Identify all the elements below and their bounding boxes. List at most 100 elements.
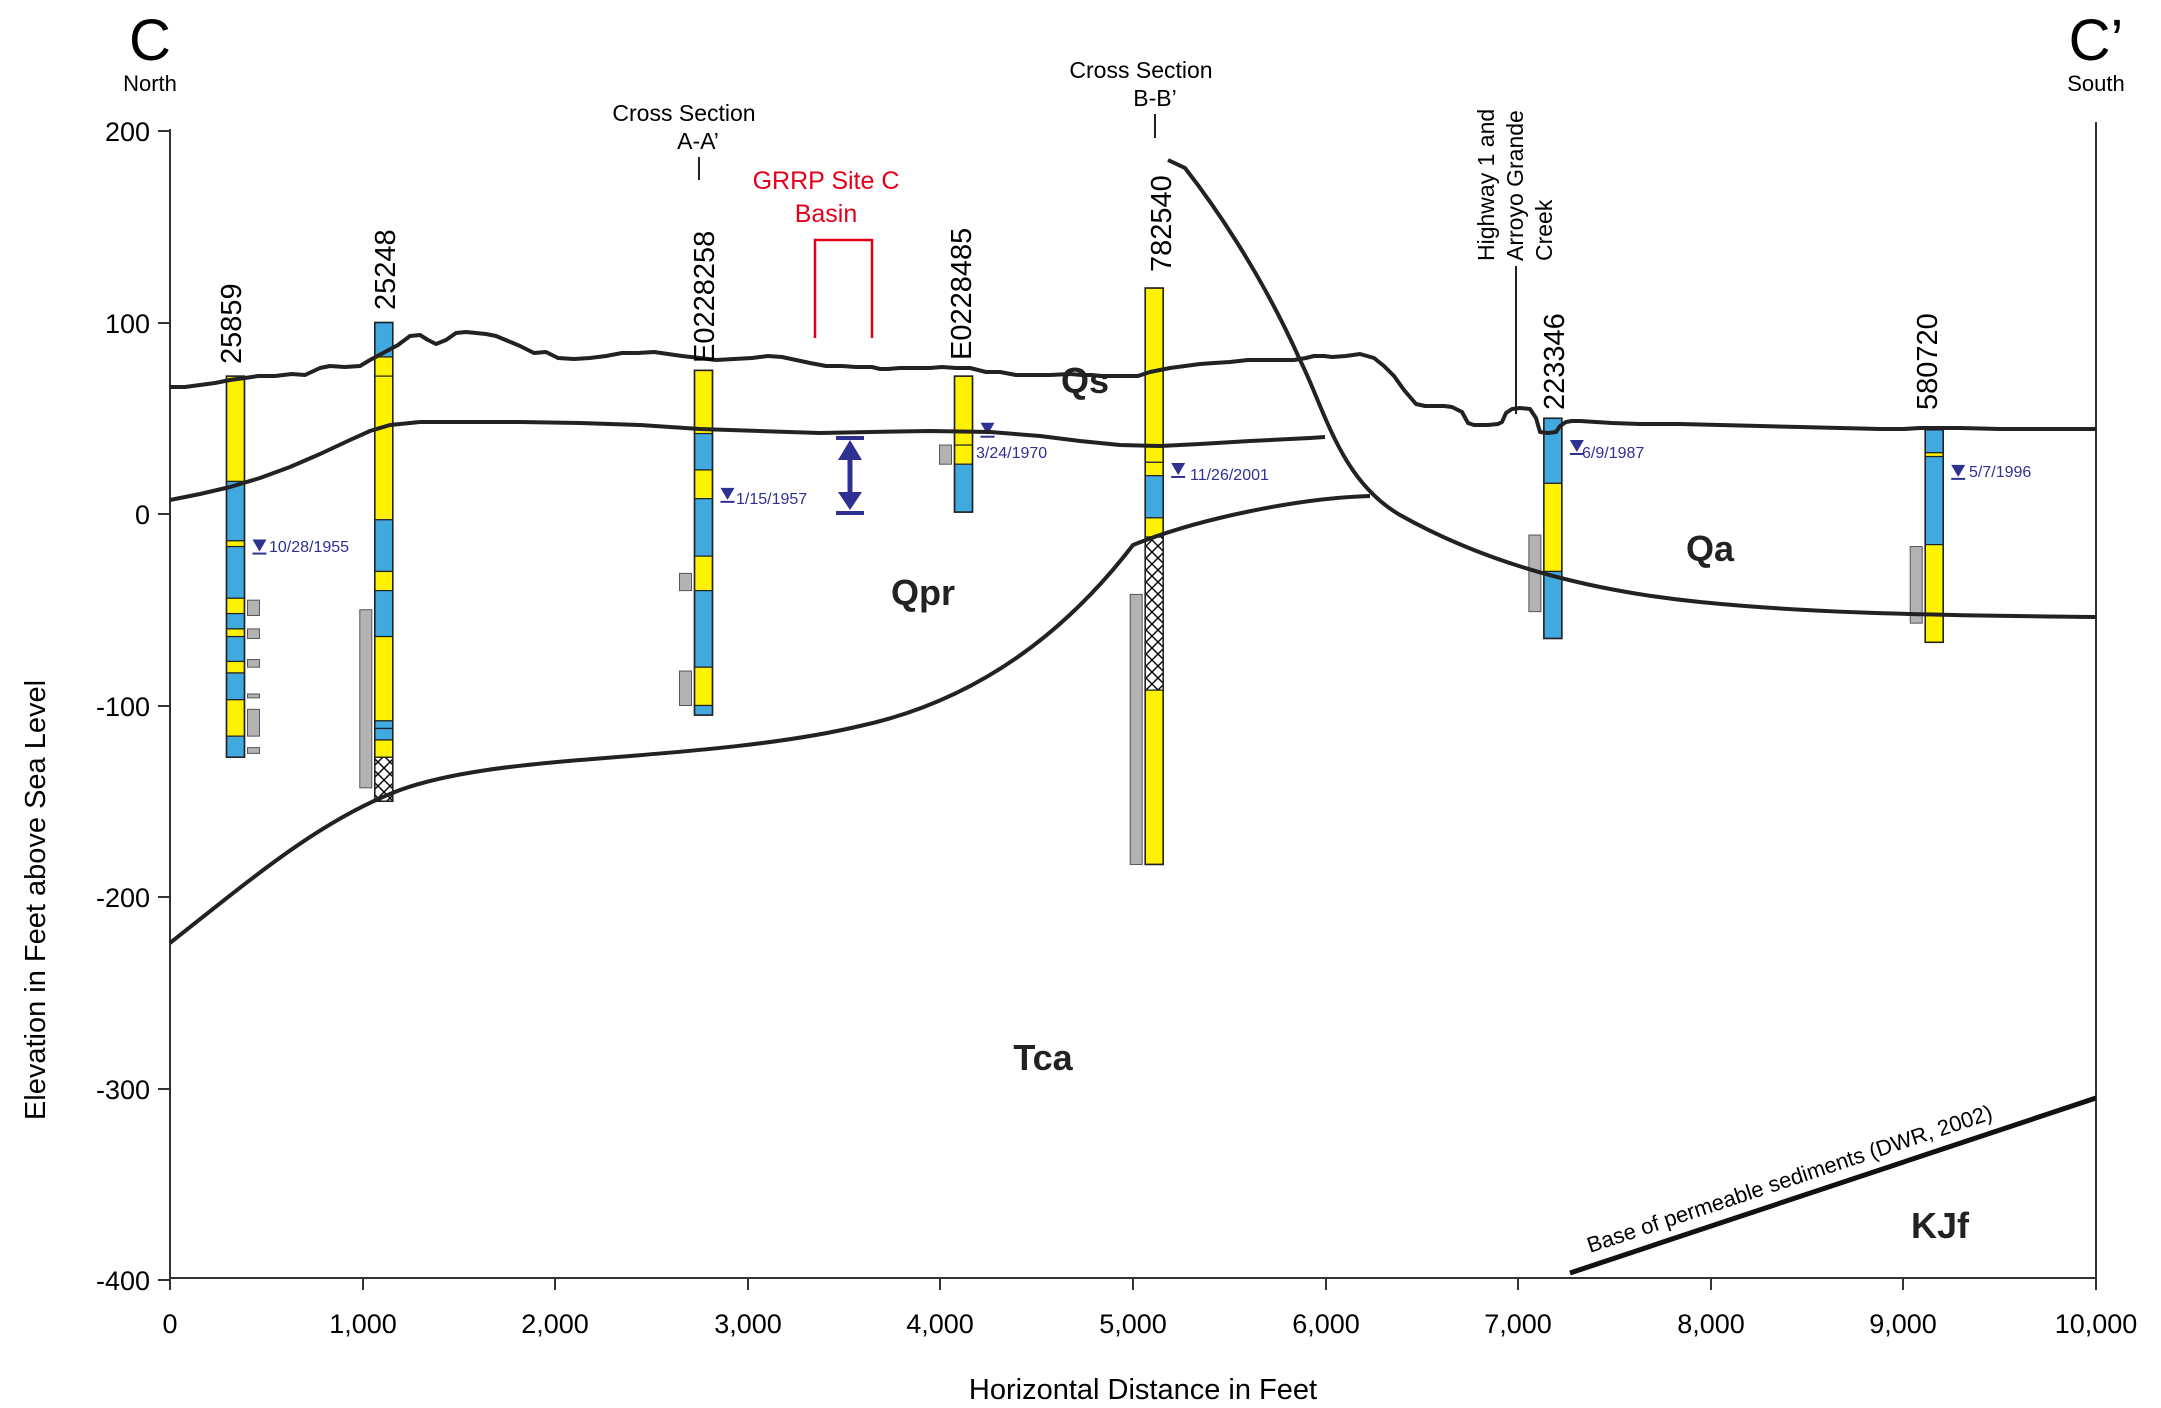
- well-casing: [1144, 287, 1164, 866]
- sand-interval: [374, 356, 394, 377]
- clay-interval: [1924, 429, 1944, 454]
- y-tick-label: 0: [135, 500, 150, 530]
- sand-interval: [374, 570, 394, 592]
- x-tick-label: 10,000: [2055, 1309, 2138, 1339]
- x-tick-label: 1,000: [329, 1309, 397, 1339]
- well-logs: [225, 287, 1966, 866]
- water-level-marker: [252, 539, 267, 552]
- sand-interval: [1144, 461, 1164, 477]
- well-screen: [246, 659, 260, 668]
- water-level-date: 11/26/2001: [1190, 467, 1269, 484]
- cross-section-bb-line1: Cross Section: [1069, 57, 1212, 83]
- well-screen: [246, 708, 260, 737]
- x-tick-label: 0: [162, 1309, 177, 1339]
- y-tick-label: 200: [105, 117, 150, 147]
- left-end-label: C: [129, 8, 171, 73]
- sand-interval: [953, 375, 974, 446]
- clay-interval: [374, 727, 394, 741]
- tca-top-contact: [168, 494, 1371, 945]
- sand-interval: [693, 469, 714, 500]
- water-level-date: 5/7/1996: [1969, 464, 2031, 481]
- left-direction-label: North: [123, 71, 177, 96]
- well-id-label: E0228258: [689, 231, 721, 363]
- clay-interval: [225, 480, 246, 542]
- unit-label-qs: Qs: [1061, 360, 1109, 401]
- basin-bracket: [813, 238, 874, 338]
- highway-label-line1: Highway 1 and: [1473, 109, 1499, 261]
- sand-interval: [374, 375, 394, 521]
- well-log: [679, 369, 735, 716]
- clay-interval: [693, 589, 714, 668]
- clay-interval: [693, 704, 714, 716]
- highway-label-line3: Creek: [1531, 199, 1557, 261]
- sand-interval: [693, 666, 714, 707]
- sand-interval: [1543, 482, 1563, 573]
- sand-interval: [225, 375, 246, 483]
- sand-interval: [374, 635, 394, 722]
- unit-label-qpr: Qpr: [891, 572, 955, 613]
- sand-interval: [1144, 287, 1164, 463]
- x-tick-label: 5,000: [1099, 1309, 1167, 1339]
- sand-interval: [225, 597, 246, 615]
- unit-label-tca: Tca: [1013, 1037, 1073, 1078]
- x-tick-label: 7,000: [1484, 1309, 1552, 1339]
- well-id-label: 25248: [370, 229, 402, 310]
- well-log: [1129, 287, 1186, 866]
- well-casing: [1543, 417, 1563, 640]
- x-axis-title: Horizontal Distance in Feet: [969, 1374, 1317, 1406]
- sand-interval: [1924, 544, 1944, 643]
- well-log: [939, 375, 995, 513]
- clay-interval: [1543, 570, 1563, 640]
- water-level-date: 10/28/1955: [269, 539, 349, 556]
- y-tick-label: 100: [105, 309, 150, 339]
- well-screen: [939, 444, 953, 465]
- clay-interval: [374, 720, 394, 730]
- cross-section-bb-line2: B-B’: [1133, 85, 1176, 111]
- clay-interval: [953, 463, 974, 513]
- well-screen: [246, 599, 260, 616]
- well-casing: [693, 369, 714, 716]
- water-level-marker: [720, 487, 735, 500]
- well-casing: [373, 321, 394, 803]
- sand-interval: [225, 660, 246, 674]
- qs-base-contact: [169, 420, 1326, 502]
- hatched-interval: [1144, 536, 1164, 691]
- cross-section-aa-line2: A-A’: [677, 128, 719, 154]
- y-axis-ticks: 200 100 0 -100 -200 -300 -400: [96, 117, 170, 1296]
- well-id-label: E0228485: [946, 228, 978, 360]
- well-casing: [953, 375, 974, 513]
- x-tick-label: 8,000: [1677, 1309, 1745, 1339]
- x-tick-label: 9,000: [1869, 1309, 1937, 1339]
- y-tick-label: -300: [96, 1075, 150, 1105]
- clay-interval: [1924, 455, 1944, 546]
- y-axis-title: Elevation in Feet above Sea Level: [20, 680, 52, 1120]
- highway-label-line2: Arroyo Grande: [1502, 110, 1528, 261]
- clay-interval: [374, 589, 394, 638]
- qpr-qa-contact: [1167, 158, 2097, 619]
- water-level-marker: [980, 422, 995, 435]
- sand-interval: [225, 628, 246, 638]
- x-axis-ticks: 0 1,000 2,000 3,000 4,000 5,000 6,000 7,…: [162, 1278, 2137, 1339]
- well-log: [1528, 417, 1584, 640]
- sand-interval: [693, 555, 714, 592]
- y-tick-label: -200: [96, 883, 150, 913]
- right-end-label: C’: [2069, 8, 2124, 73]
- clay-interval: [374, 519, 394, 573]
- y-tick-label: -100: [96, 692, 150, 722]
- sand-interval: [374, 739, 394, 758]
- clay-interval: [693, 498, 714, 557]
- well-casing: [225, 375, 246, 759]
- well-screen: [246, 747, 260, 754]
- well-id-label: 782540: [1146, 175, 1178, 272]
- water-level-marker: [1569, 439, 1584, 452]
- right-direction-label: South: [2067, 71, 2125, 96]
- y-tick-label: -400: [96, 1266, 150, 1296]
- base-permeable-line: [1569, 1095, 2097, 1276]
- well-id-label: 25859: [216, 283, 248, 364]
- water-level-date: 6/9/1987: [1582, 445, 1644, 462]
- sand-interval: [225, 540, 246, 548]
- well-log: [359, 321, 394, 803]
- well-screen: [1909, 546, 1923, 624]
- water-level-date: 3/24/1970: [976, 445, 1047, 462]
